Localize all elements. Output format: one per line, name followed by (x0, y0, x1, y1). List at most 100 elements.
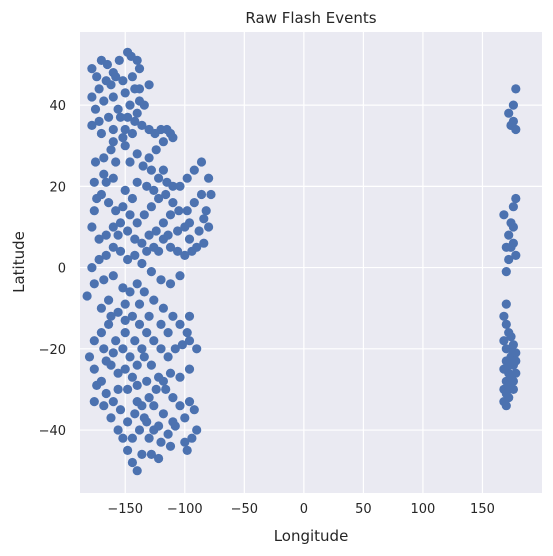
data-point (132, 360, 142, 370)
data-point (132, 218, 142, 228)
data-point (144, 230, 154, 240)
data-point (501, 388, 511, 399)
data-point (184, 397, 195, 407)
data-point (132, 55, 142, 65)
data-point (90, 157, 101, 167)
data-point (99, 96, 109, 106)
data-point (118, 133, 128, 143)
data-point (174, 206, 184, 216)
data-point (123, 226, 133, 236)
data-point (142, 376, 152, 386)
data-point (180, 437, 190, 447)
data-point (511, 193, 521, 204)
data-point (146, 449, 156, 459)
data-point (180, 250, 190, 260)
data-point (154, 421, 164, 431)
data-point (184, 234, 195, 244)
data-point (94, 116, 104, 126)
data-point (134, 84, 145, 94)
data-point (137, 449, 147, 459)
y-tick-label: −40 (39, 424, 66, 439)
data-point (144, 153, 154, 163)
data-point (89, 336, 99, 346)
data-point (163, 328, 173, 338)
data-point (146, 267, 156, 277)
data-point (137, 120, 147, 130)
data-point (165, 242, 176, 252)
data-point (158, 409, 168, 419)
data-point (89, 364, 99, 374)
data-point (101, 177, 111, 187)
data-point (144, 433, 154, 443)
data-point (511, 84, 521, 94)
plot-background (80, 32, 542, 493)
data-point (125, 210, 135, 220)
data-point (508, 100, 518, 110)
data-point (151, 145, 161, 155)
data-point (175, 319, 185, 329)
data-point (108, 124, 118, 135)
data-point (137, 238, 147, 248)
data-point (94, 84, 104, 94)
data-point (113, 230, 123, 240)
data-point (138, 161, 148, 171)
data-point (92, 380, 102, 390)
data-point (123, 254, 133, 265)
data-point (99, 169, 109, 179)
data-point (196, 157, 207, 167)
y-tick-label: −20 (39, 343, 66, 358)
data-point (101, 76, 111, 86)
data-point (168, 417, 178, 427)
data-point (165, 279, 176, 289)
data-point (182, 328, 192, 338)
data-point (163, 230, 173, 240)
data-point (104, 112, 114, 122)
data-point (142, 181, 152, 191)
data-point (114, 55, 124, 65)
data-point (118, 344, 128, 354)
data-point (506, 344, 516, 354)
data-point (180, 413, 190, 423)
data-point (123, 112, 133, 122)
x-tick-label: 0 (300, 502, 308, 517)
data-point (177, 340, 187, 350)
data-point (173, 226, 183, 236)
data-point (87, 120, 97, 130)
data-point (184, 311, 195, 321)
data-point (108, 173, 118, 183)
data-point (115, 112, 126, 122)
data-point (90, 104, 101, 114)
data-point (84, 352, 95, 362)
data-point (113, 425, 123, 435)
data-point (199, 238, 209, 248)
data-point (102, 59, 112, 70)
data-point (89, 279, 99, 289)
data-point (99, 153, 109, 163)
data-point (87, 222, 97, 232)
data-point (94, 254, 104, 265)
data-point (96, 303, 106, 313)
data-point (184, 218, 195, 228)
data-point (139, 352, 149, 362)
data-point (134, 64, 145, 74)
data-point (127, 372, 137, 382)
data-point (206, 189, 216, 200)
data-point (182, 445, 192, 455)
data-point (123, 417, 133, 427)
data-point (501, 319, 511, 329)
data-point (151, 226, 161, 236)
data-point (132, 466, 142, 476)
x-tick-label: 50 (355, 502, 372, 517)
data-point (201, 206, 211, 216)
data-point (168, 311, 178, 321)
data-point (501, 299, 511, 309)
data-point (113, 368, 123, 378)
data-point (113, 384, 123, 394)
data-points (82, 47, 521, 476)
data-point (104, 295, 114, 305)
data-point (499, 397, 509, 407)
data-point (125, 157, 135, 167)
data-point (87, 92, 97, 102)
data-point (146, 165, 156, 175)
